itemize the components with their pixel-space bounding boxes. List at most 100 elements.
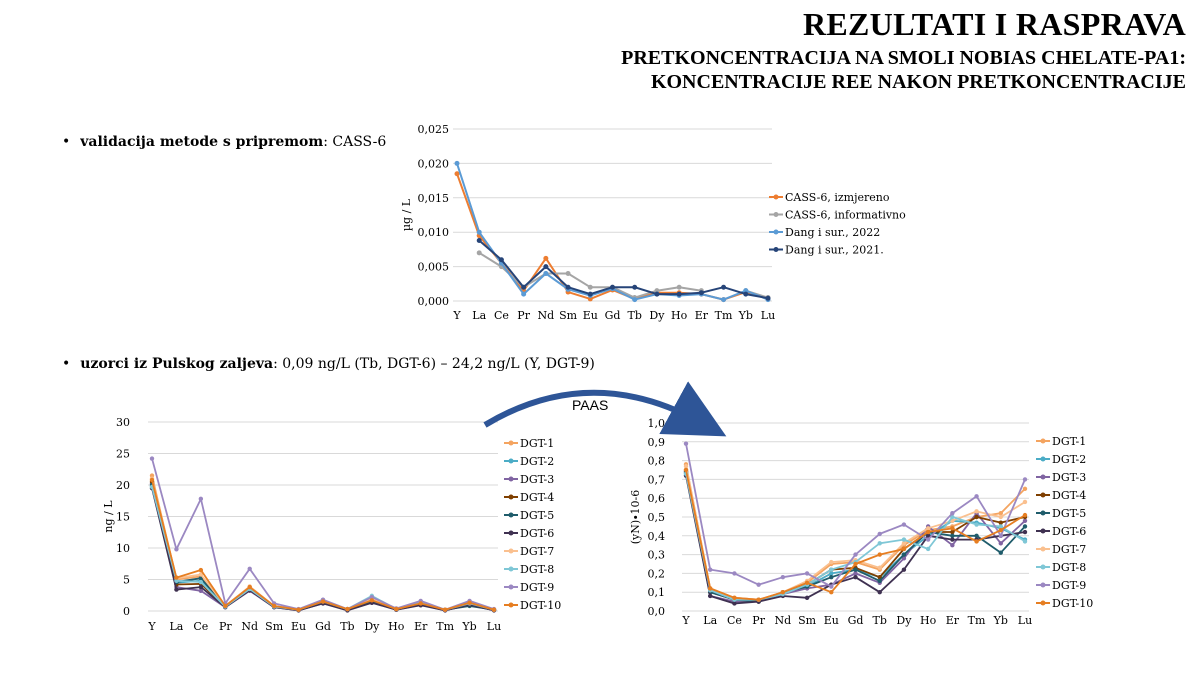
data-point — [950, 543, 955, 548]
series-dang-i-sur-2022 — [454, 160, 771, 303]
legend-label: CASS-6, izmjereno — [785, 191, 890, 204]
data-point — [998, 514, 1003, 520]
data-point — [780, 574, 786, 580]
x-tick-label: Dy — [364, 620, 380, 633]
data-point — [149, 477, 155, 483]
x-tick-label: Pr — [752, 614, 765, 627]
data-point — [1022, 518, 1028, 523]
data-point — [829, 584, 834, 589]
data-point — [998, 524, 1003, 529]
series-line — [685, 473, 1026, 603]
paas-label: PAAS — [572, 397, 609, 413]
data-point — [950, 529, 955, 535]
legend-label: DGT-5 — [1052, 507, 1086, 520]
data-point — [925, 546, 931, 552]
bullet-validation: • validacija metode s pripremom: CASS-6 — [62, 134, 386, 150]
legend-marker — [508, 548, 514, 554]
y-tick-label: 0,2 — [648, 567, 666, 580]
y-axis-label: (yN)∙10-6 — [629, 490, 642, 545]
data-point — [950, 533, 955, 538]
legend-entry: DGT-7 — [504, 545, 554, 558]
x-tick-label: Nd — [241, 620, 258, 633]
series-line — [685, 473, 1026, 601]
series-dgt-10 — [683, 467, 1028, 602]
y-tick-label: 0,3 — [648, 549, 666, 562]
legend-entry: Dang i sur., 2021. — [769, 244, 884, 257]
x-tick-label: Tb — [873, 614, 887, 627]
legend-marker — [773, 212, 779, 217]
legend-label: DGT-6 — [1052, 525, 1086, 538]
x-tick-label: La — [703, 614, 717, 627]
data-point — [721, 284, 727, 290]
series-cass-6-izmjereno — [454, 171, 771, 303]
y-tick-label: 0,020 — [418, 157, 450, 170]
legend-entry: DGT-2 — [1036, 453, 1086, 466]
data-point — [998, 550, 1003, 555]
data-point — [198, 579, 204, 585]
cass6-chart: 0,000 0,005 0,010 0,015 0,020 0,025 Y La Ce Pr Nd S… — [400, 123, 906, 322]
data-point — [925, 529, 931, 535]
y-tick-label: 1,0 — [648, 417, 666, 430]
data-point — [853, 552, 858, 557]
legend-entry: CASS-6, izmjereno — [769, 191, 890, 204]
data-point — [1022, 539, 1028, 544]
x-tick-label: Yb — [738, 309, 753, 322]
data-point — [853, 571, 858, 576]
data-point — [974, 522, 979, 527]
x-tick-label: Ce — [193, 620, 208, 633]
legend-label: DGT-10 — [520, 599, 561, 612]
data-point — [587, 291, 593, 297]
y-tick-label: 20 — [116, 479, 130, 492]
legend-entry: DGT-9 — [504, 581, 554, 594]
data-point — [698, 290, 704, 296]
x-tick-label: Lu — [1018, 614, 1032, 627]
data-point — [743, 288, 749, 294]
data-point — [829, 559, 834, 565]
data-point — [950, 526, 955, 531]
legend-label: DGT-7 — [520, 545, 554, 558]
legend-marker — [508, 476, 514, 482]
series-line — [685, 466, 1026, 601]
data-point — [476, 250, 482, 256]
x-tick-label: Lu — [761, 309, 775, 322]
data-point — [901, 567, 907, 572]
data-point — [198, 496, 204, 502]
x-tick-label: Y — [147, 620, 156, 633]
x-tick-label: Er — [414, 620, 428, 633]
x-tick-label: La — [472, 309, 486, 322]
legend-label: DGT-6 — [520, 527, 554, 540]
data-point — [476, 229, 482, 235]
bullet-validation-text: : CASS-6 — [323, 134, 387, 150]
y-tick-label: 10 — [116, 542, 130, 555]
data-point — [149, 456, 155, 461]
data-point — [901, 546, 907, 552]
legend-label: DGT-1 — [1052, 435, 1086, 448]
data-point — [654, 288, 660, 294]
data-point — [829, 590, 834, 595]
data-point — [877, 541, 882, 546]
y-tick-label: 0,9 — [648, 436, 666, 449]
x-tick-label: Ho — [920, 614, 937, 627]
data-point — [654, 291, 660, 297]
data-point — [877, 531, 882, 537]
data-point — [498, 257, 504, 263]
data-point — [198, 584, 204, 590]
data-point — [756, 582, 761, 587]
data-point — [901, 541, 907, 546]
y-tick-label: 0,015 — [418, 192, 450, 205]
data-point — [1022, 486, 1028, 491]
bullet-dot: • — [62, 356, 71, 372]
legend-label: DGT-1 — [520, 437, 554, 450]
y-tick-label: 0,010 — [418, 226, 450, 239]
data-point — [683, 464, 689, 469]
data-point — [877, 565, 882, 570]
data-point — [708, 593, 713, 599]
bullet-samples-text: : 0,09 ng/L (Tb, DGT-6) – 24,2 ng/L (Y, … — [273, 356, 595, 372]
x-tick-label: Lu — [487, 620, 501, 633]
data-point — [587, 296, 593, 302]
data-point — [198, 567, 204, 573]
legend-marker — [508, 440, 514, 446]
data-point — [543, 270, 549, 276]
legend-marker — [508, 458, 514, 464]
